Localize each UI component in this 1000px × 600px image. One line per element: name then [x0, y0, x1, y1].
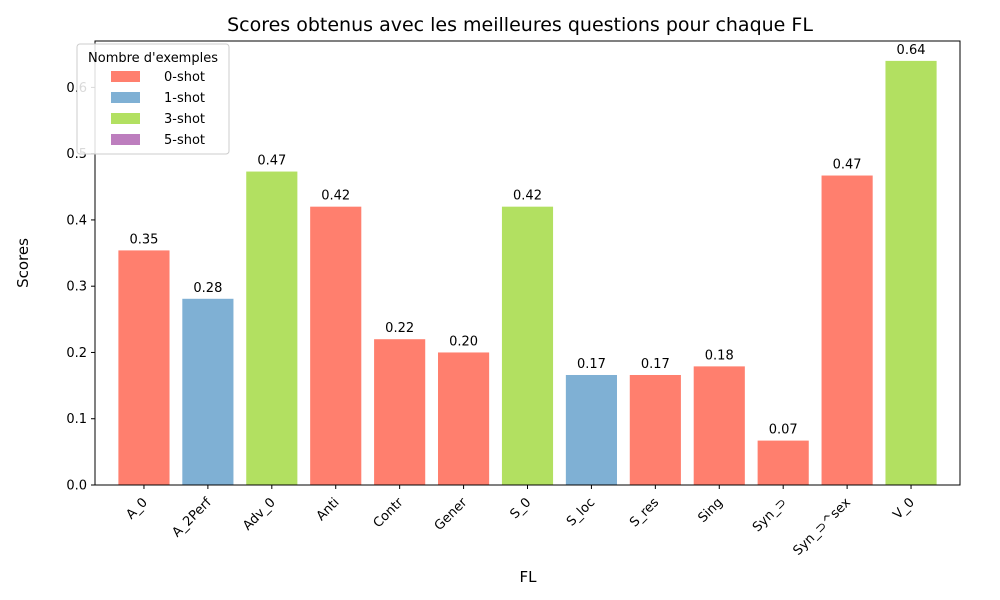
legend-label-0-shot: 0-shot [164, 70, 205, 85]
y-axis-title: Scores [14, 238, 32, 288]
legend-title: Nombre d'exemples [88, 51, 218, 66]
x-tick-label: V_0 [891, 495, 918, 522]
x-tick-label: Syn_⊃ [750, 495, 790, 535]
x-tick-label: Adv_0 [240, 495, 278, 533]
x-tick-label: S_0 [507, 495, 534, 522]
x-tick-label: Gener [432, 495, 471, 534]
x-tick-label: S_res [627, 495, 662, 530]
legend-swatch-3-shot [111, 113, 140, 124]
x-tick-label: Anti [314, 495, 343, 524]
data-label-Contr: 0.22 [385, 321, 414, 336]
y-tick-label: 0.1 [66, 412, 87, 427]
y-tick-label: 0.3 [66, 280, 87, 295]
chart-title: Scores obtenus avec les meilleures quest… [227, 14, 813, 36]
legend-label-3-shot: 3-shot [164, 112, 205, 127]
bar-S_0 [501, 206, 554, 486]
data-label-Adv_0: 0.47 [257, 154, 286, 169]
data-label-V_0: 0.64 [897, 43, 926, 58]
x-tick-label: A_0 [123, 495, 150, 522]
data-label-S_0: 0.42 [513, 189, 542, 204]
legend-swatch-0-shot [111, 71, 140, 82]
data-label-Anti: 0.42 [321, 189, 350, 204]
legend-swatch-1-shot [111, 92, 140, 103]
bar-S_res [629, 374, 681, 485]
legend-entries: 0-shot 1-shot 3-shot 5-shot [111, 70, 205, 148]
bar-A_0 [118, 250, 170, 485]
data-labels-layer: 0.35 0.28 0.47 0.42 0.22 0.20 0.42 0.17 0.17 0.18… [129, 43, 925, 438]
y-tick-label: 0.0 [66, 479, 87, 494]
bar-Contr [374, 339, 426, 485]
data-label-Syn_⊃^sex: 0.47 [833, 158, 862, 173]
data-label-A_0: 0.35 [129, 232, 158, 247]
bar-Gener [438, 352, 490, 485]
legend: Nombre d'exemples 0-shot 1-shot 3-shot 5-sh… [76, 43, 230, 155]
legend-label-1-shot: 1-shot [164, 91, 205, 106]
x-axis: A_0 A_2Perf Adv_0 Anti Contr Gener S_0 S_loc S_r… [123, 485, 918, 559]
bar-Anti [310, 206, 362, 486]
data-label-A_2Perf: 0.28 [193, 281, 222, 296]
bar-S_loc [565, 374, 617, 485]
x-tick-label: S_loc [564, 495, 598, 529]
bar-Syn_⊃^sex [821, 175, 873, 485]
bar-Sing [693, 366, 745, 485]
bar-Syn_⊃ [757, 440, 809, 485]
data-label-Syn_⊃: 0.07 [769, 423, 798, 438]
legend-swatch-5-shot [111, 134, 140, 145]
x-tick-label: A_2Perf [169, 495, 215, 541]
x-tick-label: Sing [695, 495, 726, 526]
bar-V_0 [885, 60, 937, 486]
y-tick-label: 0.4 [66, 213, 87, 228]
y-tick-label: 0.2 [66, 346, 87, 361]
x-axis-title: FL [520, 568, 538, 586]
data-label-S_loc: 0.17 [577, 357, 606, 372]
x-tick-label: Syn_⊃^sex [791, 495, 855, 559]
bar-Adv_0 [246, 171, 298, 485]
legend-label-5-shot: 5-shot [164, 133, 205, 148]
bars-layer [118, 60, 937, 486]
data-label-S_res: 0.17 [641, 357, 670, 372]
data-label-Gener: 0.20 [449, 334, 478, 349]
bar-A_2Perf [182, 298, 234, 485]
x-tick-label: Contr [371, 495, 407, 531]
data-label-Sing: 0.18 [705, 348, 734, 363]
